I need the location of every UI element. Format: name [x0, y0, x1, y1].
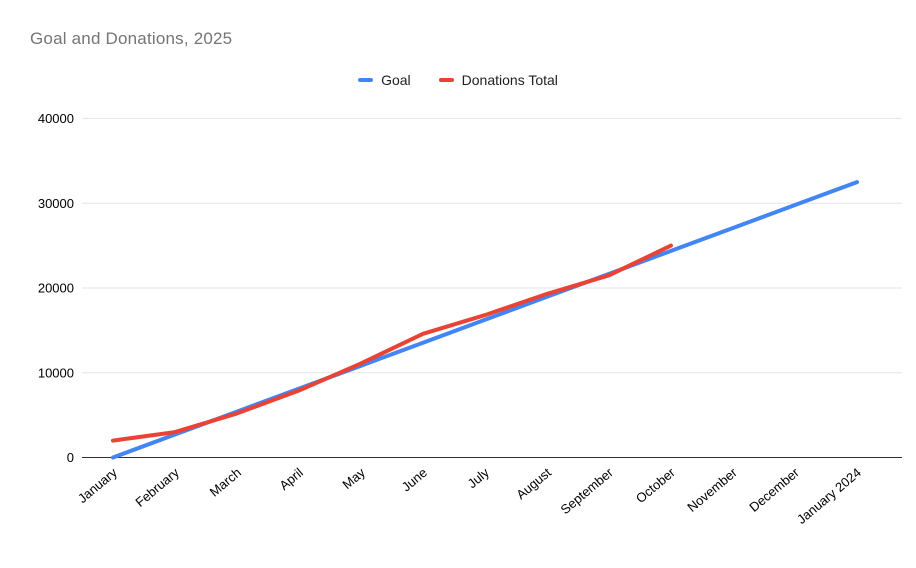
chart-title: Goal and Donations, 2025 — [30, 29, 233, 48]
donations-series-swatch-icon — [438, 78, 454, 82]
legend-item-goal[interactable]: Goal — [358, 72, 411, 88]
legend-item-donations-total[interactable]: Donations Total — [438, 72, 558, 88]
x-axis-category-label: January — [75, 464, 120, 506]
y-axis-tick-label: 30000 — [38, 196, 74, 211]
y-axis-tick-label: 10000 — [38, 365, 74, 380]
x-axis-category-label: June — [399, 465, 430, 495]
y-axis-tick-label: 40000 — [38, 111, 74, 126]
x-axis-category-label: January 2024 — [794, 465, 864, 527]
goal-series-swatch-icon — [358, 78, 374, 82]
legend-label-donations-total: Donations Total — [461, 72, 558, 88]
x-axis-category-label: August — [513, 465, 554, 503]
x-axis-category-label: February — [132, 464, 182, 509]
x-axis-category-label: April — [276, 465, 306, 493]
legend-label-goal: Goal — [381, 72, 411, 88]
x-axis-category-label: March — [207, 465, 244, 500]
x-axis-category-label: December — [746, 464, 802, 514]
x-axis-category-label: October — [633, 464, 679, 506]
x-axis-category-label: July — [465, 464, 493, 491]
y-axis-tick-label: 0 — [67, 450, 74, 465]
x-axis-category-label: May — [339, 464, 368, 492]
donations-total-line[interactable] — [111, 243, 673, 443]
legend: Goal Donations Total — [0, 72, 916, 88]
x-axis-category-label: November — [684, 464, 740, 514]
x-axis-category-label: September — [558, 464, 617, 517]
y-axis-tick-label: 20000 — [38, 281, 74, 296]
